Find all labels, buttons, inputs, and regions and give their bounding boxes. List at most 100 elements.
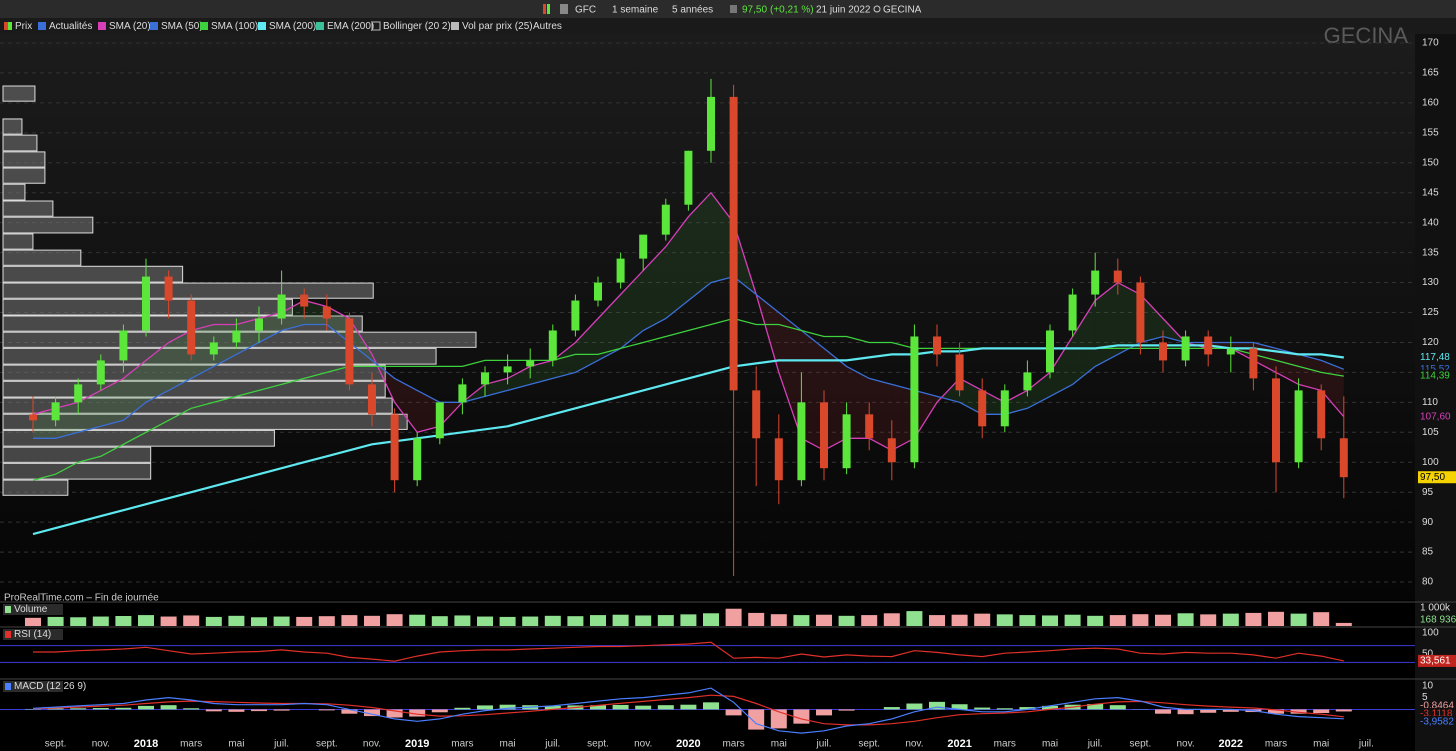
volume-bar xyxy=(318,616,335,626)
volume-bar xyxy=(929,615,945,626)
volume-bar xyxy=(635,615,652,626)
volume-by-price-bar xyxy=(2,118,23,135)
legend-swatch xyxy=(5,606,11,613)
volume-bar xyxy=(183,615,200,626)
macd-histogram-bar xyxy=(1290,709,1307,714)
candle-body xyxy=(255,318,263,331)
sma-line xyxy=(33,275,1345,439)
legend-item[interactable]: Actualités xyxy=(49,21,92,32)
volume-by-price-bar xyxy=(2,249,82,266)
sma-cloud xyxy=(394,378,418,433)
candle-body xyxy=(142,276,150,331)
legend-item[interactable]: Bollinger (20 2) xyxy=(383,21,451,32)
volume-by-price-bar xyxy=(2,315,363,332)
sma-cloud xyxy=(598,294,621,361)
macd-histogram-bar xyxy=(748,709,765,730)
sma-cloud xyxy=(552,342,576,379)
volume-bar xyxy=(951,614,968,626)
x-tick-label: nov. xyxy=(363,739,381,750)
legend-item[interactable]: Prix xyxy=(15,21,32,32)
sma-cloud xyxy=(100,378,124,427)
volume-bar xyxy=(25,617,41,626)
volume-bar xyxy=(1155,614,1171,626)
macd-histogram-bar xyxy=(590,705,606,710)
symbol[interactable]: GFC xyxy=(575,5,596,16)
candle-body xyxy=(481,372,489,385)
volume-by-price-bar xyxy=(2,380,386,398)
candle-body xyxy=(322,306,331,319)
period[interactable]: 5 années xyxy=(672,5,713,16)
volume-bar xyxy=(364,615,380,626)
macd-histogram-bar xyxy=(883,707,900,710)
volume-bar xyxy=(296,616,313,626)
legend-item[interactable]: SMA (200) xyxy=(269,21,316,32)
legend-item[interactable]: Autres xyxy=(533,21,562,32)
quote: 97,50 xyxy=(742,5,767,16)
sma-cloud xyxy=(665,216,689,319)
y-tick-label: 10 xyxy=(1422,680,1434,691)
x-tick-label: mai xyxy=(500,739,516,750)
x-tick-label: 2022 xyxy=(1219,738,1243,750)
x-tick-label: sept. xyxy=(45,739,67,750)
y-tick-label: 165 xyxy=(1422,68,1439,79)
candle-body xyxy=(345,318,354,385)
x-tick-label: mars xyxy=(994,739,1016,750)
volume-bar xyxy=(906,611,923,626)
legend-swatch xyxy=(5,683,11,690)
macd-histogram-bar xyxy=(70,708,87,710)
y-tick-label: 170 xyxy=(1422,38,1439,49)
volume-by-price-bar xyxy=(2,462,152,480)
value-tag: -3,9582 xyxy=(1420,717,1454,728)
x-tick-label: 2019 xyxy=(405,738,429,750)
macd-histogram-bar xyxy=(92,708,109,710)
volume-bar xyxy=(567,616,584,626)
y-tick-label: 100 xyxy=(1422,457,1439,468)
value-tag: -0,8464 xyxy=(1420,701,1454,712)
volume-bar xyxy=(205,616,222,626)
sma-cloud xyxy=(1140,294,1163,343)
candle-body xyxy=(1046,330,1054,373)
volume-bar xyxy=(657,615,674,626)
interval[interactable]: 1 semaine xyxy=(612,5,659,16)
macd-histogram-bar xyxy=(47,708,64,710)
macd-histogram-bar xyxy=(115,707,132,710)
macd-signal-line xyxy=(32,694,1344,726)
panel-label-bg xyxy=(3,604,63,615)
volume-bar xyxy=(499,616,516,626)
x-tick-label: mars xyxy=(1265,739,1287,750)
macd-histogram-bar xyxy=(386,709,403,718)
y-tick-label: 135 xyxy=(1422,247,1439,258)
macd-histogram-bar xyxy=(974,707,991,710)
volume-by-price-bar xyxy=(2,167,46,184)
volume-by-price-bar xyxy=(2,282,374,299)
y-tick-label: 110 xyxy=(1422,397,1438,408)
volume-bar xyxy=(1042,615,1058,626)
volume-bar xyxy=(838,615,855,626)
legend-item[interactable]: SMA (20) xyxy=(109,21,151,32)
legend-swatch xyxy=(38,22,46,30)
volume-bar xyxy=(612,614,629,626)
volume-bar xyxy=(748,612,765,626)
sma-cloud xyxy=(891,384,915,451)
y-tick-label: 50 xyxy=(1422,649,1434,660)
volume-bar xyxy=(793,615,810,626)
candle-body xyxy=(1000,390,1009,427)
x-tick-label: sept. xyxy=(587,739,609,750)
volume-bar xyxy=(544,615,561,626)
legend-swatch xyxy=(8,22,12,30)
candle-body xyxy=(1068,294,1077,331)
sma-cloud xyxy=(846,366,870,439)
legend-item[interactable]: Vol par prix (25) xyxy=(462,21,533,32)
rsi-line xyxy=(33,641,1344,662)
sma-cloud xyxy=(123,360,146,421)
legend-item[interactable]: SMA (100) xyxy=(211,21,258,32)
sma-cloud xyxy=(55,402,79,439)
legend-item[interactable]: EMA (200) xyxy=(327,21,374,32)
volume-bar xyxy=(160,616,177,626)
panel-label: MACD (12 26 9) xyxy=(14,681,86,692)
toolbar-icons xyxy=(543,4,881,14)
x-tick-label: nov. xyxy=(1177,739,1195,750)
legend-item[interactable]: SMA (50) xyxy=(161,21,203,32)
macd-histogram-bar xyxy=(431,709,448,713)
candle-body xyxy=(684,150,693,205)
